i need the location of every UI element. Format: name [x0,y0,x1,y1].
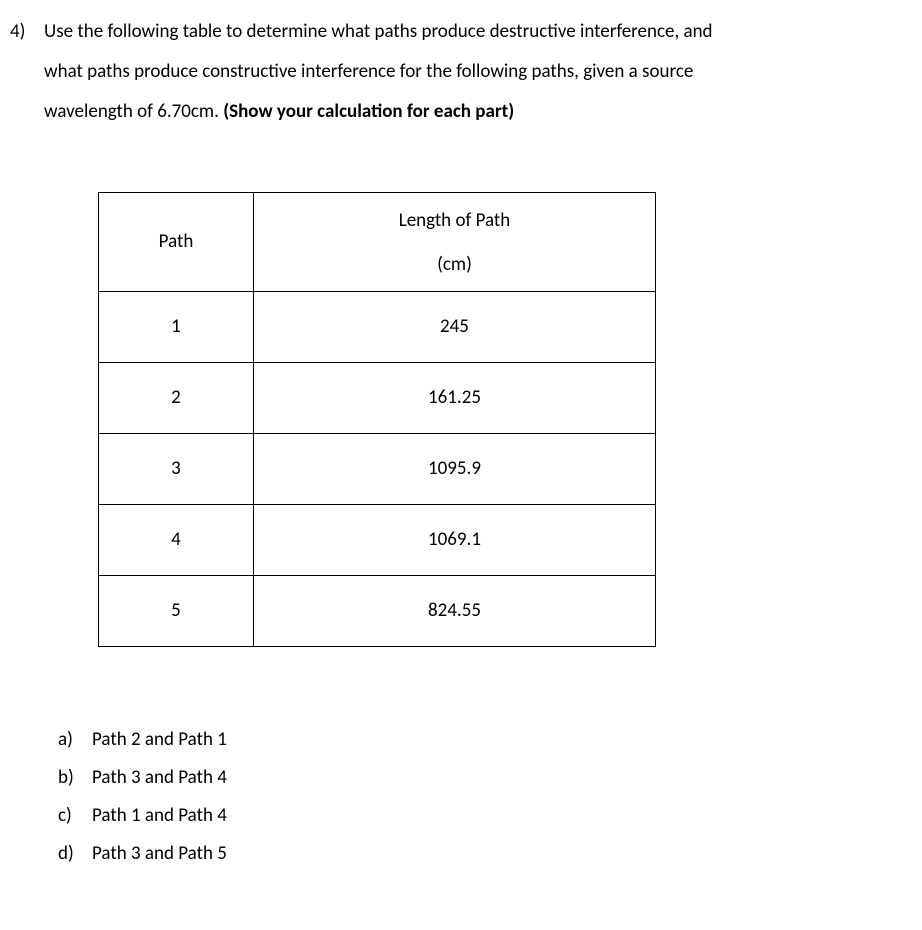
table-row: 1 245 [99,292,656,363]
table-row: 4 1069.1 [99,505,656,576]
cell-length: 245 [254,292,656,363]
question-text-line3-bold: (Show your calculation for each part) [223,100,514,123]
subpart-text: Path 1 and Path 4 [92,797,227,835]
cell-path: 2 [99,363,254,434]
question-text-line1: Use the following table to determine wha… [44,14,912,50]
subpart-text: Path 3 and Path 4 [92,759,227,797]
question-text-line3-plain: wavelength of 6.70cm. [44,100,223,123]
subpart-label: a) [58,721,92,759]
cell-path: 1 [99,292,254,363]
subparts-list: a) Path 2 and Path 1 b) Path 3 and Path … [58,721,912,873]
cell-path: 4 [99,505,254,576]
cell-path: 5 [99,576,254,647]
cell-length: 1095.9 [254,434,656,505]
subpart-label: b) [58,759,92,797]
table-row: 3 1095.9 [99,434,656,505]
subpart-text: Path 2 and Path 1 [92,721,227,759]
table-row: 5 824.55 [99,576,656,647]
subpart-label: d) [58,835,92,873]
question-text-line3: wavelength of 6.70cm. (Show your calcula… [44,94,912,130]
cell-path: 3 [99,434,254,505]
cell-length: 1069.1 [254,505,656,576]
question-number: 4) [10,14,44,50]
table-row: 2 161.25 [99,363,656,434]
question-block: 4) Use the following table to determine … [10,14,912,873]
subpart-item: b) Path 3 and Path 4 [58,759,912,797]
table-header-length: Length of Path (cm) [254,193,656,292]
table-header-row: Path Length of Path (cm) [99,193,656,292]
table-header-length-top: Length of Path [254,199,655,243]
subpart-text: Path 3 and Path 5 [92,835,227,873]
subpart-label: c) [58,797,92,835]
subpart-item: d) Path 3 and Path 5 [58,835,912,873]
path-table: Path Length of Path (cm) 1 245 2 161.25 [98,192,656,647]
cell-length: 824.55 [254,576,656,647]
subpart-item: c) Path 1 and Path 4 [58,797,912,835]
page: 4) Use the following table to determine … [0,0,922,883]
subpart-item: a) Path 2 and Path 1 [58,721,912,759]
table-header-length-bottom: (cm) [254,243,655,287]
table-header-path: Path [99,193,254,292]
question-text-line2: what paths produce constructive interfer… [44,54,912,90]
cell-length: 161.25 [254,363,656,434]
question-body: Use the following table to determine wha… [44,14,912,873]
